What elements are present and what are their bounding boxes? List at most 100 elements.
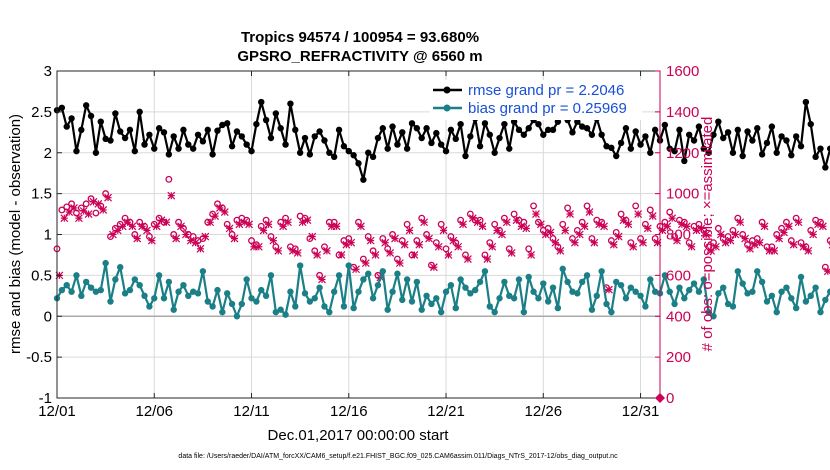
- bias-point: [442, 288, 450, 295]
- possible-obs-marker: [131, 231, 139, 238]
- rmse-point: [394, 141, 401, 148]
- rmse-point: [87, 112, 95, 120]
- assimilated-obs-marker: [663, 222, 672, 231]
- rmse-point: [262, 116, 270, 124]
- rmse-point: [651, 126, 659, 134]
- bias-point: [535, 295, 542, 302]
- possible-obs-marker: [68, 200, 76, 208]
- possible-obs-marker: [447, 233, 455, 240]
- rmse-point: [666, 145, 673, 152]
- assimilated-obs-marker: [444, 251, 453, 259]
- possible-obs-marker: [651, 235, 659, 243]
- rmse-point: [778, 133, 785, 140]
- rmse-point: [671, 147, 678, 155]
- assimilated-obs-marker: [84, 210, 93, 218]
- assimilated-obs-marker: [245, 220, 254, 229]
- y2-axis-label: # of obs: o=possible; ×=assimilated: [699, 117, 716, 352]
- x-tick-label: 12/16: [330, 403, 368, 420]
- chart-title: Tropics 94574 / 100954 = 93.680%: [241, 29, 479, 46]
- bias-point: [282, 311, 289, 318]
- assimilated-obs-marker: [274, 246, 283, 255]
- rmse-point: [92, 149, 100, 156]
- rmse-point: [642, 133, 649, 140]
- y2-tick-label: 600: [666, 267, 691, 284]
- rmse-point: [185, 141, 192, 148]
- x-axis-ticks: 12/01 12/06 12/11 12/16 12/21 12/26 12/31: [38, 71, 659, 420]
- bias-point: [506, 292, 513, 300]
- bias-point: [224, 290, 231, 297]
- rmse-point: [413, 125, 421, 132]
- possible-obs-marker: [666, 208, 674, 216]
- bias-point: [773, 308, 780, 316]
- possible-obs-marker: [170, 231, 178, 238]
- y2-tick-label: 0: [666, 390, 674, 407]
- chart-subtitle: GPSRO_REFRACTIVITY @ 6560 m: [237, 48, 482, 65]
- bias-point: [389, 288, 396, 295]
- possible-obs-marker: [243, 216, 251, 224]
- bias-point: [58, 286, 66, 294]
- bias-point: [82, 278, 90, 286]
- assimilated-obs-marker: [566, 210, 574, 218]
- possible-obs-marker: [126, 218, 134, 226]
- rmse-point: [622, 125, 630, 132]
- rmse-point: [311, 133, 318, 140]
- assimilated-obs-marker: [809, 230, 818, 239]
- rmse-point: [520, 131, 528, 138]
- rmse-point: [705, 149, 712, 156]
- bias-point: [807, 292, 814, 300]
- rmse-point: [496, 134, 503, 142]
- bias-point: [350, 304, 357, 312]
- rmse-point: [569, 129, 576, 136]
- possible-obs-marker: [214, 200, 221, 208]
- y-tick-label: 1: [44, 227, 52, 244]
- rmse-point: [204, 126, 211, 134]
- rmse-point: [243, 141, 250, 148]
- rmse-point: [146, 131, 153, 138]
- assimilated-obs-marker: [167, 191, 176, 200]
- possible-obs-marker: [432, 239, 440, 247]
- possible-obs-marker: [588, 235, 596, 243]
- assimilated-obs-marker: [133, 234, 142, 243]
- rmse-point: [199, 138, 207, 145]
- possible-obs-marker: [826, 237, 830, 245]
- rmse-point: [141, 141, 148, 148]
- bias-point: [214, 286, 221, 294]
- possible-obs-marker: [398, 237, 406, 245]
- possible-obs-marker: [559, 220, 567, 228]
- y-tick-label: 2: [44, 145, 52, 162]
- bias-point: [107, 298, 114, 305]
- bias-point: [593, 292, 600, 300]
- possible-obs-marker: [671, 233, 679, 240]
- possible-obs-marker: [491, 220, 499, 228]
- y-tick-label: 3: [44, 63, 52, 80]
- possible-obs-marker: [301, 214, 309, 222]
- bias-point: [369, 295, 377, 302]
- bias-point: [768, 292, 776, 300]
- possible-obs-marker: [121, 214, 129, 222]
- bias-point: [117, 264, 124, 271]
- bias-point: [155, 272, 163, 279]
- possible-obs-marker: [97, 202, 105, 210]
- possible-obs-marker: [627, 239, 635, 247]
- rmse-point: [632, 128, 639, 135]
- possible-obs-marker: [272, 243, 280, 251]
- bias-point: [476, 278, 484, 286]
- bias-point: [175, 288, 182, 295]
- bias-point: [394, 270, 401, 277]
- possible-obs-marker: [408, 251, 416, 259]
- rmse-point: [248, 147, 255, 155]
- assimilated-obs-marker: [259, 226, 268, 235]
- rmse-point: [690, 137, 698, 144]
- rmse-point: [228, 143, 236, 150]
- rmse-point: [306, 151, 314, 158]
- rmse-point: [287, 100, 294, 107]
- possible-obs-marker: [778, 224, 786, 232]
- bias-point: [301, 290, 309, 297]
- bias-point: [540, 280, 547, 287]
- bias-point: [632, 288, 639, 295]
- rmse-point: [695, 123, 703, 130]
- possible-obs-marker: [481, 251, 489, 259]
- bias-point: [403, 276, 411, 283]
- possible-obs-marker: [598, 218, 606, 226]
- bias-point: [399, 296, 406, 304]
